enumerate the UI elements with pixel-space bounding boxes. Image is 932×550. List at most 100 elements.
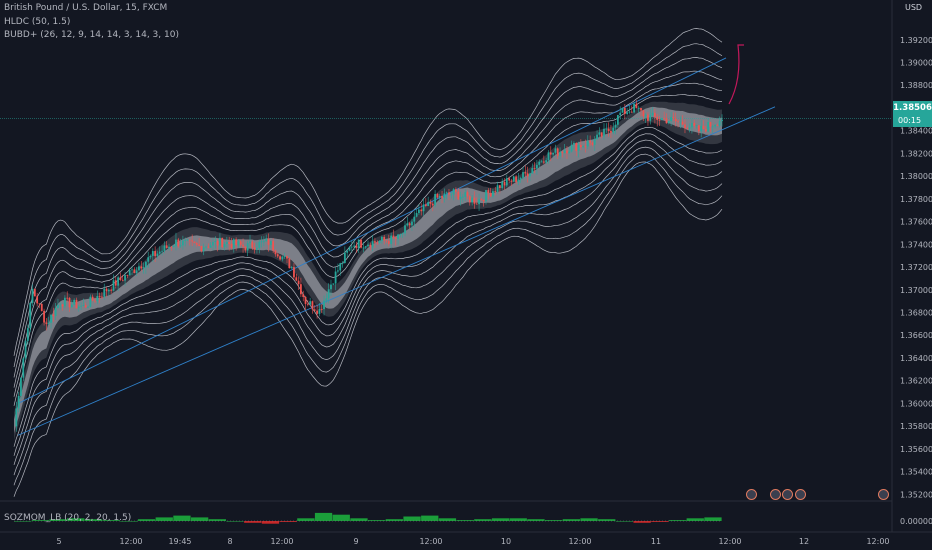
candle-body (283, 256, 286, 257)
candle-body (496, 185, 499, 192)
candle-body (163, 245, 166, 251)
candle-body (101, 296, 103, 298)
oscillator-bar (668, 520, 687, 521)
candle-body (707, 122, 710, 132)
candle-body (505, 178, 508, 186)
candle-body (621, 107, 624, 113)
candle-body (679, 121, 682, 123)
lower-band-line (13, 146, 723, 476)
candle-body (598, 132, 601, 135)
bar-countdown-badge: 00:15 (893, 115, 932, 127)
candle-body (154, 251, 157, 257)
indicator-hldc-label[interactable]: HLDC (50, 1.5) (4, 17, 71, 27)
candle-body (394, 237, 397, 239)
candle-body (644, 114, 647, 117)
oscillator-bar (297, 518, 315, 521)
candle-body (536, 164, 538, 169)
price-tick-label: 1.38800 (900, 81, 932, 90)
candle-body (89, 296, 92, 307)
candle-body (612, 127, 615, 133)
economic-event-icon[interactable] (782, 489, 793, 500)
candle-body (586, 140, 589, 147)
oscillator-bar (509, 518, 527, 521)
candle-body (186, 239, 189, 241)
candle-body (126, 275, 129, 276)
candle-body (262, 241, 265, 243)
time-tick-label: 5 (56, 537, 61, 546)
symbol-title[interactable]: British Pound / U.S. Dollar, 15, FXCM (4, 3, 168, 13)
candle-body (695, 125, 698, 127)
candle-body (633, 103, 635, 113)
time-tick-label: 12:00 (270, 537, 293, 546)
candle-body (54, 308, 57, 316)
candle-body (466, 192, 469, 197)
indicator-bubd-label[interactable]: BUBD+ (26, 12, 9, 14, 14, 3, 14, 3, 10) (4, 30, 179, 40)
candle-body (131, 269, 133, 271)
candle-body (584, 145, 587, 147)
candle-body (205, 246, 207, 248)
candle-body (663, 118, 666, 119)
candle-body (385, 240, 388, 242)
candle-body (47, 322, 50, 324)
candle-body (36, 296, 39, 304)
candle-body (198, 244, 200, 247)
economic-event-icon[interactable] (746, 489, 757, 500)
currency-label[interactable]: USD (905, 3, 923, 12)
candle-body (563, 150, 566, 153)
candle-body (216, 240, 219, 246)
candle-body (672, 117, 675, 119)
candle-body (637, 108, 640, 109)
price-tick-label: 1.39000 (900, 59, 932, 68)
candle-body (487, 190, 490, 194)
indicator-sozm-label[interactable]: SOZMOM_LB (20, 2, 20, 1.5) (4, 513, 132, 523)
candle-body (110, 289, 113, 291)
candle-body (330, 284, 332, 290)
candle-body (156, 253, 159, 257)
candle-body (515, 176, 517, 183)
candle-body (200, 246, 203, 252)
candle-body (494, 191, 497, 192)
oscillator-bar (368, 520, 386, 521)
oscillator-tick-label: 0.00000 (900, 517, 932, 526)
candle-body (390, 235, 393, 244)
time-tick-label: 12:00 (866, 537, 889, 546)
candle-body (43, 310, 45, 323)
oscillator-bar (704, 517, 722, 521)
price-tick-label: 1.37000 (900, 286, 932, 295)
candle-body (70, 304, 73, 308)
oscillator-bar (31, 520, 49, 521)
time-tick-label: 11 (651, 537, 661, 546)
candle-body (133, 269, 136, 274)
candle-body (260, 241, 263, 243)
price-tick-label: 1.38400 (900, 127, 932, 136)
candle-body (84, 305, 87, 308)
economic-event-icon[interactable] (878, 489, 889, 500)
economic-event-icon[interactable] (770, 489, 781, 500)
candle-body (422, 204, 425, 212)
candle-body (45, 322, 48, 324)
candle-body (295, 277, 298, 281)
candle-body (371, 241, 374, 248)
candle-body (443, 193, 446, 198)
oscillator-bar (474, 519, 492, 521)
candle-body (369, 244, 372, 248)
candle-body (15, 408, 18, 427)
candle-body (464, 192, 467, 197)
candle-body (242, 244, 244, 247)
candle-body (316, 310, 318, 314)
time-tick-label: 12 (799, 537, 809, 546)
candle-body (658, 119, 661, 121)
economic-event-icon[interactable] (795, 489, 806, 500)
candle-body (119, 277, 122, 280)
price-tick-label: 1.37200 (900, 263, 932, 272)
candle-body (667, 121, 670, 124)
price-tick-label: 1.35800 (900, 422, 932, 431)
candle-body (517, 179, 520, 183)
candle-body (582, 145, 585, 148)
candle-body (269, 241, 272, 245)
candle-body (374, 241, 376, 243)
candle-body (94, 300, 96, 302)
price-tick-label: 1.36000 (900, 399, 932, 408)
time-tick-label: 9 (353, 537, 358, 546)
